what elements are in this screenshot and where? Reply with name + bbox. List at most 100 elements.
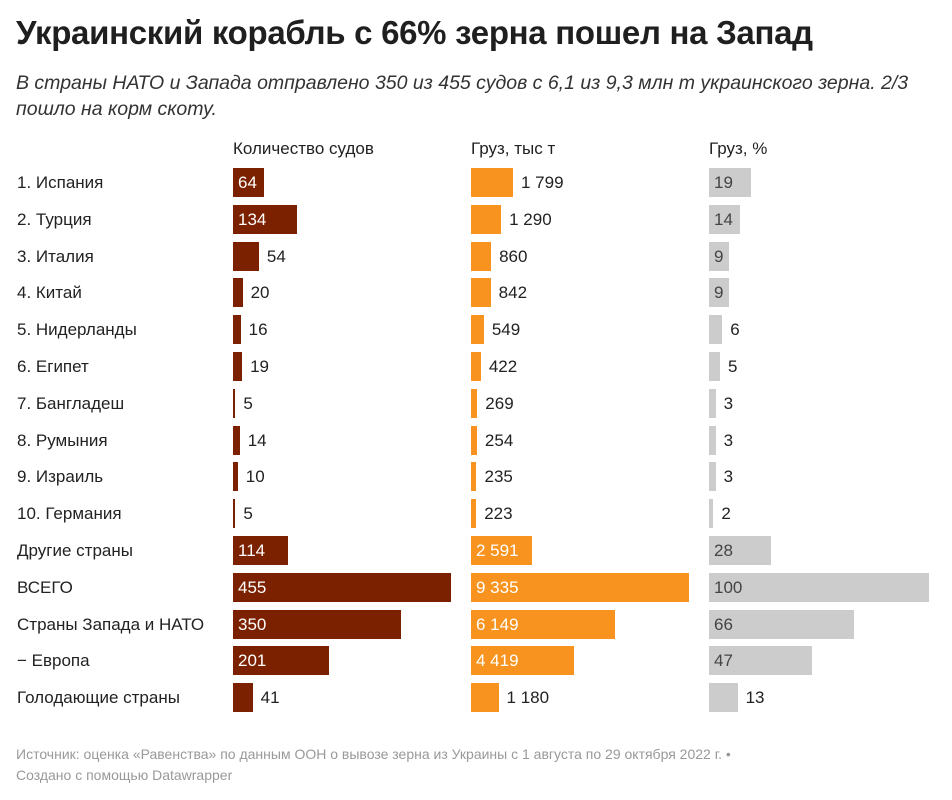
value-label: 9 (714, 283, 724, 303)
bar (233, 278, 243, 308)
bar (709, 499, 714, 529)
value-label: 842 (498, 283, 528, 303)
value-label: 47 (714, 651, 733, 671)
value-label: 2 591 (476, 541, 519, 560)
value-label: 16 (248, 320, 268, 340)
row-label: Другие страны (17, 541, 133, 560)
bar (471, 315, 484, 345)
value-label: 549 (491, 320, 521, 340)
value-label: 5 (728, 357, 738, 376)
bar (709, 572, 929, 602)
row-label: Страны Запада и НАТО (17, 614, 205, 634)
chart-subtitle: В страны НАТО и Запада отправлено 350 из… (16, 72, 909, 120)
bar (471, 278, 491, 308)
value-label: 269 (485, 393, 514, 413)
value-label: 5 (243, 393, 253, 413)
value-label: 3 (723, 467, 734, 487)
value-label: 114 (238, 541, 266, 560)
value-label: 3 (723, 430, 734, 450)
value-label: 6 149 (476, 614, 519, 634)
value-label: 64 (238, 173, 257, 192)
bar (471, 646, 575, 676)
value-label: 10 (245, 467, 265, 487)
row-label: Голодающие страны (17, 688, 180, 708)
bar (233, 462, 238, 492)
bar (233, 204, 298, 234)
bar (233, 646, 330, 676)
value-label: 13 (745, 688, 765, 708)
bar (233, 536, 288, 565)
value-label: 4 419 (476, 651, 519, 671)
value-label: 28 (714, 541, 733, 560)
bar (471, 352, 481, 381)
value-label: 20 (250, 283, 270, 303)
value-label: 9 (714, 246, 724, 266)
bar (709, 683, 738, 713)
bar (471, 204, 502, 234)
value-label: 455 (238, 577, 267, 597)
row-label: − Европа (17, 651, 90, 671)
value-label: 350 (238, 614, 267, 634)
value-label: 54 (266, 246, 286, 266)
value-label: 100 (714, 577, 743, 597)
value-label: 1 290 (509, 209, 552, 229)
bar (709, 168, 751, 197)
bar (709, 315, 723, 345)
bar (709, 278, 729, 308)
bar (471, 241, 492, 271)
value-label: 5 (243, 504, 253, 524)
chart-title: Украинский корабль с 66% зерна пошел на … (16, 14, 813, 51)
bar (709, 425, 716, 455)
bar (471, 609, 615, 639)
bar (471, 572, 689, 602)
bar (709, 609, 855, 639)
bar (233, 168, 264, 197)
value-label: 235 (484, 467, 513, 487)
value-label: 66 (714, 614, 733, 634)
row-label: 9. Израиль (17, 467, 104, 487)
bar (233, 683, 253, 713)
bar (709, 536, 771, 565)
bar (471, 536, 532, 565)
bar (471, 499, 477, 529)
source-note: Источник: оценка «Равенства» по данным О… (16, 744, 936, 786)
value-label: 6 (730, 320, 740, 340)
bar (709, 352, 720, 381)
row-label: 10. Германия (17, 504, 122, 524)
column-header: Количество судов (233, 139, 374, 158)
source-text: Источник: оценка «Равенства» по данным О… (16, 746, 731, 762)
value-label: 14 (247, 430, 267, 450)
row-label: 2. Турция (17, 209, 92, 229)
bar (471, 462, 477, 492)
bar (233, 388, 236, 418)
value-label: 2 (721, 504, 731, 524)
row-label: ВСЕГО (17, 577, 73, 597)
bar (471, 683, 499, 713)
value-label: 9 335 (476, 577, 519, 597)
row-label: 6. Египет (17, 357, 89, 376)
column-header: Груз, тыс т (471, 139, 556, 158)
row-label: 5. Нидерланды (17, 320, 137, 340)
value-label: 254 (484, 430, 514, 450)
bar (709, 204, 740, 234)
bar (471, 425, 477, 455)
value-label: 422 (488, 357, 518, 376)
bar (233, 315, 241, 345)
bar (471, 388, 478, 418)
bar (471, 168, 513, 197)
row-label: 4. Китай (17, 283, 82, 303)
value-label: 41 (260, 688, 280, 708)
bar (233, 572, 451, 602)
value-label: 1 180 (506, 688, 550, 708)
bar (709, 646, 813, 676)
bar (709, 462, 716, 492)
bar (233, 241, 259, 271)
bar (709, 241, 729, 271)
value-label: 134 (238, 209, 267, 229)
value-label: 860 (499, 246, 528, 266)
row-label: 3. Италия (17, 246, 94, 266)
value-label: 223 (484, 504, 513, 524)
value-label: 19 (250, 357, 270, 376)
bar (233, 499, 236, 529)
value-label: 1 799 (521, 173, 564, 192)
